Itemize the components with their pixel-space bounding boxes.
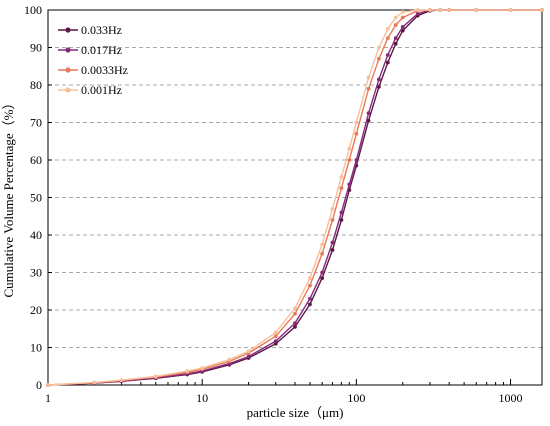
data-point [339, 210, 344, 215]
data-point [366, 111, 371, 116]
data-point [293, 311, 297, 316]
data-point [385, 53, 390, 57]
data-point [200, 366, 205, 371]
data-point [347, 158, 352, 162]
data-point [347, 182, 352, 187]
data-point [366, 86, 371, 91]
series-group [46, 8, 544, 387]
y-tick-label: 100 [24, 3, 42, 17]
x-tick-label: 1000 [499, 391, 523, 405]
data-point [246, 349, 251, 354]
y-tick-label: 40 [30, 228, 42, 242]
data-point [273, 341, 278, 346]
data-point [393, 15, 398, 20]
data-point [376, 84, 381, 89]
x-axis-label: particle size（μm) [247, 405, 344, 420]
legend-marker [65, 87, 71, 93]
x-tick-label: 1 [45, 391, 51, 405]
data-point [385, 26, 390, 31]
y-axis-label: Cumulative Volume Percentage（%） [1, 97, 16, 298]
y-axis-ticks: 0 10 20 30 40 50 60 70 80 90 100 [24, 3, 52, 392]
data-point [46, 383, 50, 387]
data-point [246, 354, 251, 359]
data-point [339, 218, 344, 222]
data-point [385, 36, 390, 41]
data-point [376, 45, 381, 50]
data-point [293, 324, 297, 329]
y-tick-label: 20 [30, 303, 42, 317]
x-axis-ticks: 1 10 100 1000 [45, 379, 523, 405]
legend-label: 0.017Hz [81, 43, 122, 57]
grid-lines [48, 47, 542, 348]
data-point [308, 302, 312, 307]
data-point [354, 131, 359, 136]
data-point [354, 158, 359, 162]
y-tick-label: 10 [30, 341, 42, 355]
data-point [320, 270, 325, 275]
legend-label: 0.0033Hz [81, 63, 128, 77]
data-point [308, 296, 312, 301]
data-point [376, 56, 381, 61]
data-point [438, 8, 443, 12]
y-tick-label: 30 [30, 266, 42, 280]
data-point [293, 321, 297, 326]
data-point [428, 8, 432, 12]
series-0.001Hz [46, 8, 544, 387]
data-point [308, 283, 312, 288]
data-point [273, 334, 278, 339]
data-point [185, 369, 190, 374]
data-point [540, 8, 544, 12]
y-tick-label: 80 [30, 78, 42, 92]
y-tick-label: 70 [30, 116, 42, 130]
data-point [376, 77, 381, 82]
data-point [308, 276, 312, 281]
data-point [330, 206, 335, 211]
data-point [393, 36, 398, 41]
y-tick-label: 90 [30, 41, 42, 55]
y-tick-label: 60 [30, 153, 42, 167]
data-point [354, 120, 359, 125]
data-point [273, 330, 278, 335]
data-point [366, 75, 371, 80]
data-point [339, 186, 344, 191]
data-point [415, 8, 420, 12]
x-tick-label: 100 [347, 391, 365, 405]
data-point [400, 24, 405, 29]
y-tick-label: 0 [36, 378, 42, 392]
legend-label: 0.001Hz [81, 83, 122, 97]
series-line [47, 9, 542, 386]
data-point [92, 380, 97, 385]
data-point [415, 11, 420, 16]
data-point [447, 8, 452, 12]
data-point [320, 242, 325, 247]
data-point [400, 15, 405, 20]
data-point [347, 146, 352, 151]
legend-marker [65, 67, 71, 73]
x-tick-label: 10 [196, 391, 208, 405]
data-point [474, 8, 479, 12]
data-point [153, 374, 158, 379]
data-point [320, 251, 325, 256]
data-point [330, 240, 335, 245]
data-point [227, 357, 232, 362]
data-point [400, 9, 405, 14]
legend-label: 0.033Hz [81, 23, 122, 37]
data-point [273, 339, 278, 344]
data-point [293, 306, 297, 311]
data-point [320, 276, 325, 281]
data-point [330, 218, 335, 222]
legend-marker [65, 27, 71, 33]
data-point [385, 60, 390, 65]
legend-marker [65, 47, 71, 53]
data-point [119, 378, 124, 383]
y-tick-label: 50 [30, 191, 42, 205]
data-point [393, 41, 398, 46]
data-point [393, 23, 398, 27]
data-point [508, 8, 513, 12]
data-point [330, 248, 335, 252]
data-point [339, 174, 344, 179]
legend: 0.033Hz 0.017Hz 0.0033Hz 0.001Hz [58, 23, 128, 97]
